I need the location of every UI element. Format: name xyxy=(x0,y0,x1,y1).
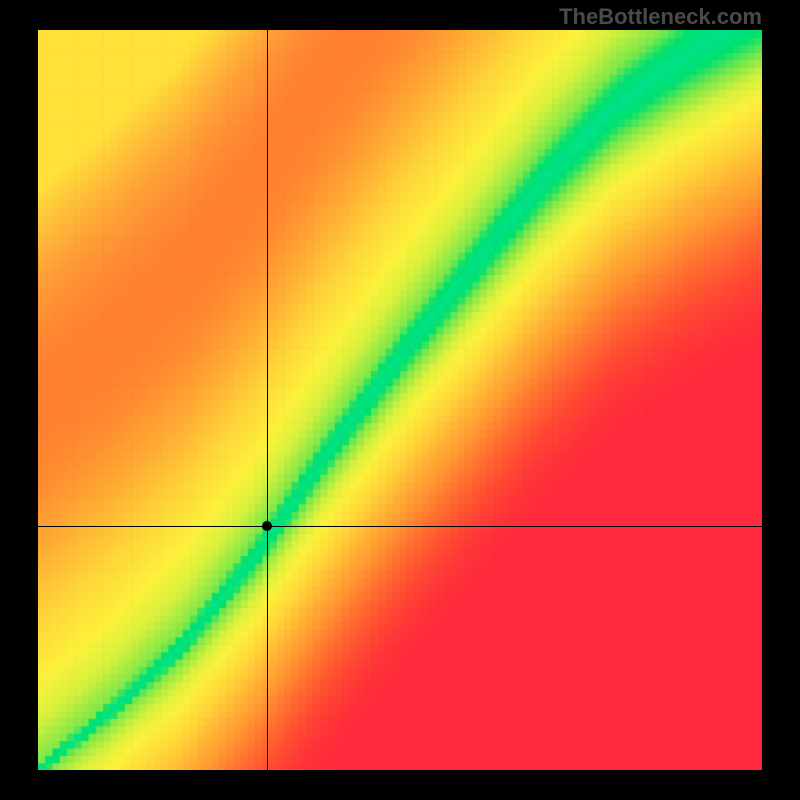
marker-dot xyxy=(262,521,272,531)
crosshair-horizontal xyxy=(38,526,762,527)
heatmap-canvas xyxy=(38,30,762,770)
watermark-text: TheBottleneck.com xyxy=(559,4,762,30)
heatmap-plot xyxy=(38,30,762,770)
crosshair-vertical xyxy=(267,30,268,770)
